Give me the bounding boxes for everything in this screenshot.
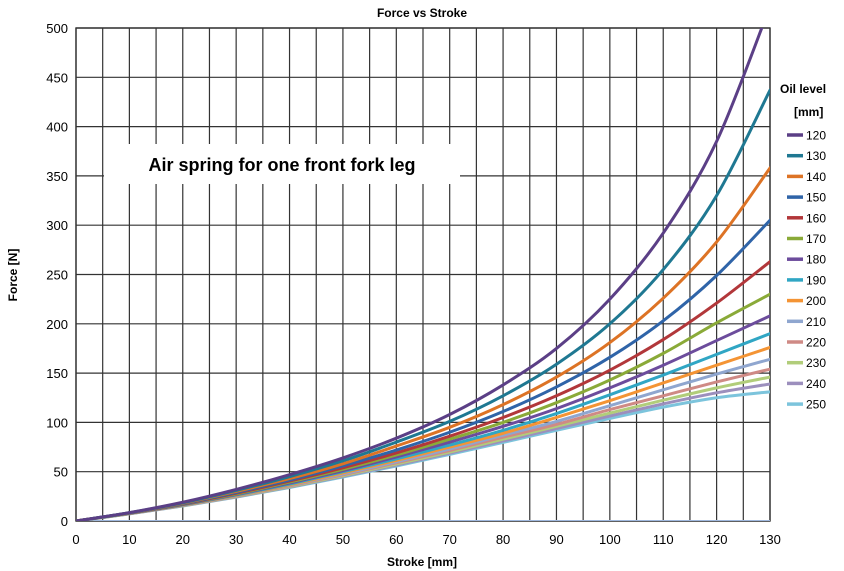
x-tick-label: 10 [122,532,136,547]
x-tick-label: 50 [336,532,350,547]
y-tick-label: 250 [46,268,68,283]
x-tick-label: 80 [496,532,510,547]
x-tick-label: 60 [389,532,403,547]
legend-item-180: 180 [787,253,826,267]
legend-label: 120 [806,129,826,143]
legend-label: 180 [806,253,826,267]
legend-item-200: 200 [787,294,826,308]
legend-label: 150 [806,191,826,205]
x-tick-label: 120 [706,532,728,547]
legend-label: 250 [806,398,826,412]
y-axis-ticks: 0 50 100 150 200 250 300 350 400 450 500 [46,21,68,529]
x-tick-label: 110 [653,532,674,547]
legend-item-160: 160 [787,211,826,225]
annotation-box: Air spring for one front fork leg [104,144,460,184]
legend-item-250: 250 [787,398,826,412]
y-tick-label: 50 [54,465,68,480]
x-axis-title: Stroke [mm] [387,555,457,569]
y-tick-label: 100 [46,415,68,430]
legend-label: 160 [806,211,826,225]
y-tick-label: 350 [46,169,68,184]
legend-item-150: 150 [787,191,826,205]
legend-item-210: 210 [787,315,826,329]
annotation-text: Air spring for one front fork leg [148,155,415,175]
legend-label: 210 [806,315,826,329]
y-tick-label: 500 [46,21,68,36]
legend-item-140: 140 [787,170,826,184]
x-tick-label: 0 [72,532,79,547]
legend-title-line2: [mm] [794,105,823,119]
legend-item-130: 130 [787,149,826,163]
chart-title: Force vs Stroke [377,6,467,20]
series-line-120 [76,28,764,521]
legend-item-220: 220 [787,336,826,350]
y-tick-label: 0 [61,514,68,529]
legend-label: 140 [806,170,826,184]
x-tick-label: 20 [176,532,190,547]
x-tick-label: 70 [442,532,456,547]
series-lines [76,28,770,521]
x-tick-label: 130 [759,532,781,547]
legend-item-240: 240 [787,377,826,391]
y-axis-title: Force [N] [6,249,20,302]
y-tick-label: 150 [46,366,68,381]
annotation-background [104,144,460,184]
legend-item-230: 230 [787,356,826,370]
legend-label: 240 [806,377,826,391]
y-tick-label: 300 [46,218,68,233]
legend-label: 190 [806,273,826,287]
legend-item-170: 170 [787,232,826,246]
y-tick-label: 200 [46,317,68,332]
legend-label: 130 [806,149,826,163]
x-tick-label: 30 [229,532,243,547]
legend-label: 170 [806,232,826,246]
y-tick-label: 400 [46,120,68,135]
legend-label: 220 [806,336,826,350]
x-tick-label: 40 [282,532,296,547]
x-tick-label: 90 [549,532,563,547]
legend-label: 200 [806,294,826,308]
legend-items: 120 130 140 150 160 170 180 190 200 210 220 230 240 2… [787,129,826,412]
legend: Oil level [mm] 120 130 140 150 160 170 180 190 2… [780,82,826,412]
x-tick-label: 100 [599,532,621,547]
legend-item-120: 120 [787,129,826,143]
legend-title-line1: Oil level [780,82,826,96]
legend-label: 230 [806,356,826,370]
legend-item-190: 190 [787,273,826,287]
y-tick-label: 450 [46,70,68,85]
x-axis-ticks: 0 10 20 30 40 50 60 70 80 90 100 110 120 130 [72,532,780,547]
